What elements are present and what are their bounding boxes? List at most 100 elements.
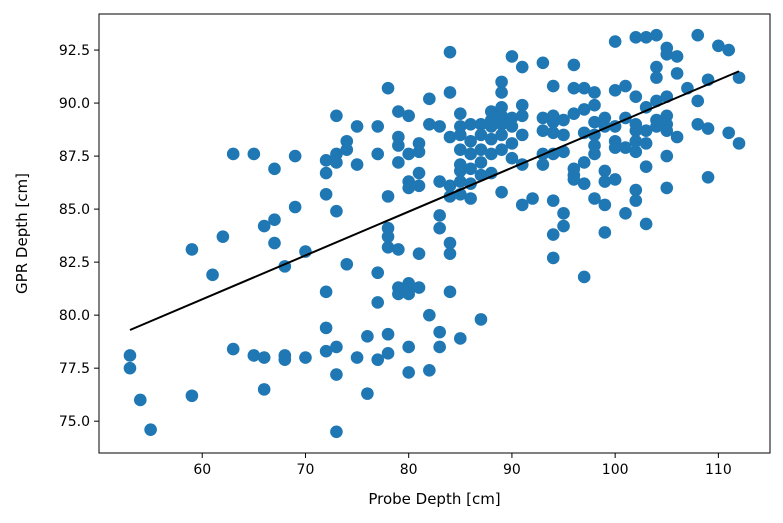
data-point	[381, 240, 395, 254]
data-point	[598, 198, 612, 212]
data-point	[598, 175, 612, 188]
data-point	[392, 156, 405, 169]
data-point	[185, 389, 199, 403]
data-point	[464, 147, 477, 161]
data-point	[443, 130, 457, 144]
data-point	[660, 47, 674, 61]
data-point	[515, 60, 529, 74]
data-point	[567, 81, 581, 95]
data-point	[629, 124, 643, 137]
data-point	[619, 141, 632, 154]
data-point	[557, 145, 570, 159]
data-point	[371, 266, 385, 280]
data-point	[495, 117, 508, 131]
data-point	[577, 270, 591, 284]
data-point	[484, 147, 498, 161]
data-point	[639, 124, 653, 137]
data-point	[691, 28, 705, 42]
data-point	[660, 181, 674, 195]
data-point	[598, 226, 612, 239]
data-point	[546, 115, 560, 129]
data-point	[133, 393, 147, 407]
data-point	[371, 296, 385, 309]
data-point	[650, 71, 663, 84]
data-point	[381, 230, 395, 243]
data-point	[608, 173, 622, 186]
data-point	[268, 213, 281, 227]
data-point	[712, 39, 725, 53]
fit-line-group	[129, 70, 740, 331]
y-tick-label: 85.0	[59, 202, 90, 218]
data-point	[257, 383, 271, 396]
data-point	[402, 147, 415, 161]
data-point	[340, 143, 354, 157]
data-point	[330, 368, 343, 381]
data-point	[484, 120, 498, 133]
data-point	[495, 86, 508, 99]
y-tick-label: 82.5	[59, 255, 90, 271]
data-point	[505, 137, 519, 150]
data-point	[670, 67, 684, 80]
data-point	[381, 81, 395, 95]
data-point	[577, 177, 591, 190]
data-point	[557, 207, 570, 220]
data-point	[330, 204, 343, 218]
data-point	[577, 81, 591, 95]
data-point	[433, 175, 446, 188]
data-point	[567, 107, 581, 120]
data-point	[732, 71, 746, 84]
data-point	[350, 158, 364, 171]
data-point	[474, 143, 488, 157]
data-point	[454, 107, 467, 120]
data-point	[402, 287, 415, 301]
x-axis-label: Probe Depth [cm]	[368, 490, 500, 508]
data-point	[423, 92, 436, 106]
y-tick-label: 90.0	[59, 96, 90, 112]
data-point	[412, 281, 426, 294]
x-tick-label: 90	[503, 462, 521, 478]
data-point	[495, 143, 508, 157]
data-point	[185, 243, 199, 256]
data-point	[433, 221, 446, 235]
data-point	[330, 340, 343, 354]
data-point	[257, 219, 271, 233]
data-point	[495, 185, 508, 199]
data-point	[319, 344, 333, 358]
data-point	[402, 366, 415, 379]
x-tick-label: 100	[602, 462, 629, 478]
data-point	[557, 128, 570, 142]
data-point	[226, 342, 240, 356]
data-point	[536, 158, 550, 171]
x-tick-label: 70	[297, 462, 315, 478]
data-point	[433, 209, 446, 222]
data-point	[722, 43, 736, 57]
data-point	[454, 175, 467, 188]
data-point	[588, 192, 601, 205]
data-point	[567, 173, 581, 186]
data-point	[722, 126, 736, 140]
data-point	[619, 79, 632, 93]
data-point	[123, 349, 137, 362]
data-point	[598, 164, 612, 178]
data-point	[557, 219, 570, 233]
data-point	[247, 349, 261, 362]
data-point	[464, 192, 477, 205]
data-point	[546, 251, 560, 265]
y-tick-label: 77.5	[59, 361, 90, 377]
data-point	[464, 162, 477, 176]
data-point	[629, 90, 643, 104]
data-point	[588, 115, 601, 129]
data-point	[433, 120, 446, 133]
data-point	[433, 325, 446, 339]
data-point	[350, 120, 364, 133]
data-point	[474, 117, 488, 131]
data-point	[402, 340, 415, 354]
data-point	[474, 128, 488, 142]
data-point	[526, 192, 539, 205]
plot-frame	[98, 13, 771, 454]
y-axis-label: GPR Depth [cm]	[13, 173, 31, 294]
data-point	[546, 126, 560, 140]
data-point	[319, 154, 333, 167]
data-point	[340, 257, 354, 271]
